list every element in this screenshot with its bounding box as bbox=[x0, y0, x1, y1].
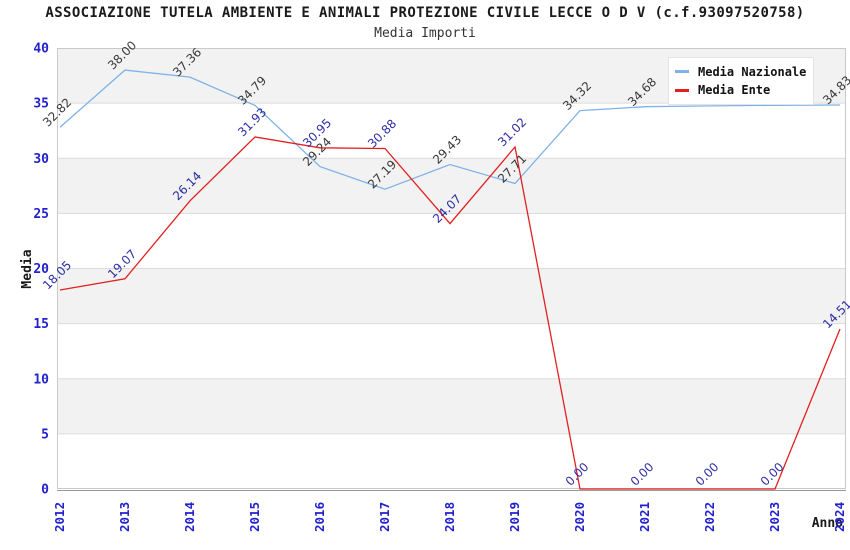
plot-band bbox=[57, 103, 846, 159]
x-tick-label-2024: 2024 bbox=[832, 502, 847, 532]
series-line-media-ente bbox=[59, 136, 841, 490]
chart-title: ASSOCIAZIONE TUTELA AMBIENTE E ANIMALI P… bbox=[45, 5, 805, 21]
legend-label-media-nazionale: Media Nazionale bbox=[698, 64, 807, 79]
ente-line-swatch bbox=[675, 88, 689, 92]
y-axis-title: Media bbox=[20, 249, 35, 288]
series-line-media-nazionale bbox=[59, 69, 841, 190]
x-tick-label-2013: 2013 bbox=[117, 502, 132, 532]
legend-item-media-ente: Media Ente bbox=[675, 83, 807, 97]
x-tick-label-2018: 2018 bbox=[442, 502, 457, 532]
x-tick-label-2012: 2012 bbox=[52, 502, 67, 532]
x-tick-label-2022: 2022 bbox=[702, 502, 717, 532]
legend-label-media-ente: Media Ente bbox=[698, 83, 771, 98]
plot-band bbox=[57, 158, 846, 214]
x-tick-label-2017: 2017 bbox=[377, 502, 392, 532]
nazionale-line-swatch bbox=[675, 70, 689, 74]
y-tick-label-10: 10 bbox=[33, 372, 49, 387]
x-tick-label-2021: 2021 bbox=[637, 502, 652, 532]
plot-border bbox=[57, 48, 846, 489]
legend-item-media-nazionale: Media Nazionale bbox=[675, 65, 807, 79]
legend: Media Nazionale Media Ente bbox=[668, 57, 814, 105]
x-tick-label-2016: 2016 bbox=[312, 502, 327, 532]
plot-band bbox=[57, 433, 846, 489]
y-tick-label-35: 35 bbox=[33, 97, 49, 112]
plot-band bbox=[57, 323, 846, 379]
y-tick-label-25: 25 bbox=[33, 207, 49, 222]
y-tick-label-5: 5 bbox=[41, 427, 49, 442]
plot-band bbox=[57, 378, 846, 434]
x-tick-label-2014: 2014 bbox=[182, 502, 197, 532]
x-tick-label-2023: 2023 bbox=[767, 502, 782, 532]
y-tick-label-40: 40 bbox=[33, 42, 49, 57]
y-tick-label-30: 30 bbox=[33, 152, 49, 167]
x-tick-label-2019: 2019 bbox=[507, 502, 522, 532]
y-tick-label-20: 20 bbox=[33, 262, 49, 277]
plot-band bbox=[57, 268, 846, 324]
chart-subtitle: Media Importi bbox=[374, 26, 476, 41]
x-tick-label-2020: 2020 bbox=[572, 502, 587, 532]
y-tick-label-15: 15 bbox=[33, 317, 49, 332]
y-tick-label-0: 0 bbox=[41, 483, 49, 498]
x-tick-label-2015: 2015 bbox=[247, 502, 262, 532]
x-axis-title: Anno bbox=[812, 516, 843, 531]
